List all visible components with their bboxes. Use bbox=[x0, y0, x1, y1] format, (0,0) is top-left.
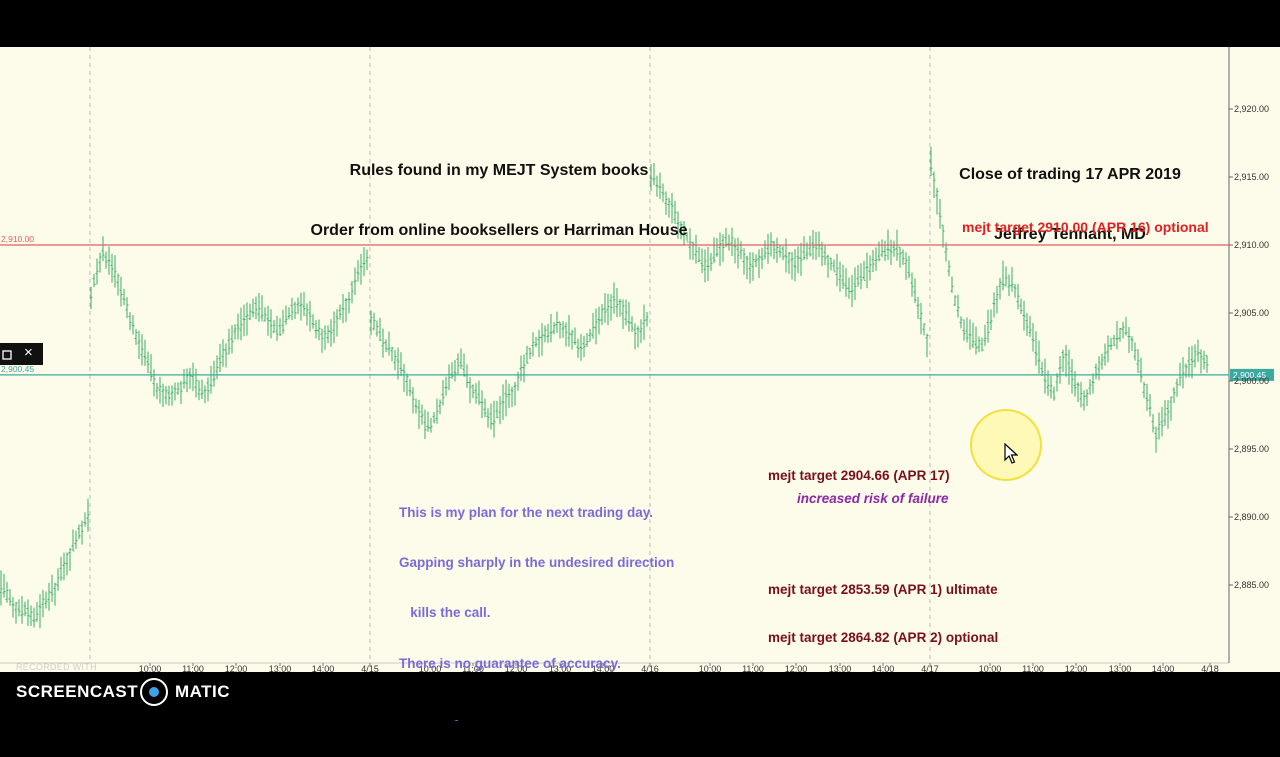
x-tick-label: 12:00 bbox=[1065, 664, 1088, 672]
close-line-1: Close of trading 17 APR 2019 bbox=[959, 166, 1181, 183]
level-price-flag-label: 2,900.45 bbox=[1233, 370, 1266, 380]
x-tick-label: 14:00 bbox=[872, 664, 895, 672]
plan-line-3: kills the call. bbox=[399, 605, 491, 621]
y-tick-label: 2,915.00 bbox=[1234, 172, 1269, 182]
x-tick-label: 12:00 bbox=[225, 664, 248, 672]
target-low-line-1: mejt target 2853.59 (APR 1) ultimate bbox=[768, 582, 998, 597]
drawing-object-toolbar[interactable]: × bbox=[0, 343, 43, 365]
x-tick-label: 14:00 bbox=[1152, 664, 1175, 672]
recorded-with-watermark: RECORDED WITH bbox=[16, 662, 97, 672]
mouse-pointer-icon bbox=[1004, 443, 1018, 464]
target-low-line-2: mejt target 2864.82 (APR 2) optional bbox=[768, 630, 999, 645]
bottom-black-bar bbox=[0, 672, 1280, 720]
x-tick-label: 10:00 bbox=[139, 664, 162, 672]
target-mid-annotation: mejt target 2904.66 (APR 17) bbox=[768, 468, 950, 483]
plan-line-1: This is my plan for the next trading day… bbox=[399, 504, 654, 520]
close-of-trading-annotation: Close of trading 17 APR 2019 Jeffrey Ten… bbox=[940, 125, 1200, 285]
title-line-1: Rules found in my MEJT System books bbox=[349, 162, 649, 179]
x-tick-label: 4/17 bbox=[921, 664, 939, 672]
record-dot-icon bbox=[140, 678, 168, 706]
y-tick-label: 2,910.00 bbox=[1234, 240, 1269, 250]
restore-icon[interactable] bbox=[2, 348, 12, 363]
y-tick-label: 2,905.00 bbox=[1234, 308, 1269, 318]
x-tick-label: 12:00 bbox=[505, 664, 528, 672]
title-annotation: Rules found in my MEJT System books Orde… bbox=[298, 121, 700, 281]
close-line-2: Jeffrey Tennant, MD bbox=[994, 226, 1146, 243]
x-tick-label: 11:00 bbox=[742, 664, 764, 672]
y-tick-label: 2,895.00 bbox=[1234, 444, 1269, 454]
x-tick-label: 13:00 bbox=[549, 664, 572, 672]
title-line-2: Order from online booksellers or Harrima… bbox=[310, 222, 688, 239]
chart-grid bbox=[0, 47, 1230, 664]
x-tick-label: 10:00 bbox=[699, 664, 722, 672]
chart-svg[interactable]: 2,910.00 2,900.45 2,900.45 2,920.00 2,915.0… bbox=[0, 47, 1280, 672]
y-tick-label: 2,900.00 bbox=[1234, 376, 1269, 386]
y-axis: 2,920.00 2,915.00 2,910.00 2,905.00 2,900.00… bbox=[1229, 104, 1269, 590]
y-tick-label: 2,920.00 bbox=[1234, 104, 1269, 114]
x-tick-label: 4/15 bbox=[361, 664, 379, 672]
plan-line-2: Gapping sharply in the undesired directi… bbox=[399, 554, 675, 570]
x-tick-label: 4/18 bbox=[1201, 664, 1219, 672]
brand-right-text: MATIC bbox=[175, 682, 231, 701]
x-tick-label: 4/16 bbox=[641, 664, 659, 672]
top-black-bar bbox=[0, 0, 1280, 47]
x-tick-label: 13:00 bbox=[269, 664, 292, 672]
target-low-annotation: mejt target 2853.59 (APR 1) ultimate mej… bbox=[768, 550, 998, 678]
level-label-left: 2,900.45 bbox=[1, 364, 34, 374]
y-tick-label: 2,885.00 bbox=[1234, 580, 1269, 590]
risk-note-annotation: increased risk of failure bbox=[797, 491, 949, 506]
x-axis: 10:00 11:00 12:00 13:00 14:00 4/15 10:00 11:00 1… bbox=[139, 663, 1219, 672]
x-tick-label: 11:00 bbox=[462, 664, 484, 672]
x-tick-label: 10:00 bbox=[979, 664, 1002, 672]
y-tick-label: 2,890.00 bbox=[1234, 512, 1269, 522]
x-tick-label: 14:00 bbox=[592, 664, 615, 672]
x-tick-label: 14:00 bbox=[312, 664, 335, 672]
x-tick-label: 10:00 bbox=[419, 664, 442, 672]
level-label-left: 2,910.00 bbox=[1, 234, 34, 244]
x-tick-label: 13:00 bbox=[1109, 664, 1132, 672]
x-tick-label: 11:00 bbox=[1022, 664, 1044, 672]
close-icon[interactable]: × bbox=[24, 344, 33, 361]
plan-line-4: There is no guarantee of accuracy. bbox=[399, 655, 621, 671]
brand-left-text: SCREENCAST bbox=[16, 682, 139, 701]
level-price-flag bbox=[1230, 368, 1274, 381]
x-tick-label: 11:00 bbox=[182, 664, 204, 672]
price-chart[interactable]: 2,910.00 2,900.45 2,900.45 2,920.00 2,915.0… bbox=[0, 47, 1280, 721]
x-tick-label: 13:00 bbox=[829, 664, 852, 672]
target-top-annotation: mejt target 2910.00 (APR 16) optional bbox=[962, 219, 1209, 235]
restore-icon-svg bbox=[2, 350, 12, 360]
horizontal-levels[interactable]: 2,910.00 2,900.45 2,900.45 bbox=[0, 234, 1274, 381]
x-tick-label: 12:00 bbox=[785, 664, 808, 672]
